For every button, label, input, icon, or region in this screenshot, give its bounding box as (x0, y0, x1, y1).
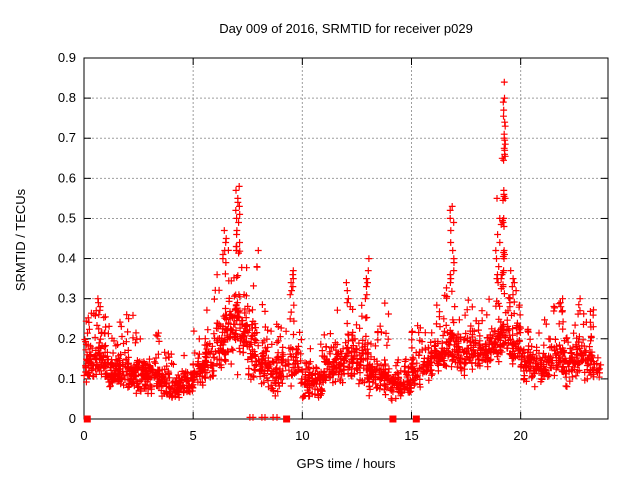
y-tick-label: 0.6 (58, 170, 76, 185)
y-tick-label: 0.3 (58, 291, 76, 306)
y-tick-label: 0.2 (58, 331, 76, 346)
zero-marker-square (83, 415, 91, 423)
x-axis-label: GPS time / hours (297, 456, 396, 471)
y-tick-label: 0 (69, 411, 76, 426)
x-tick-label: 20 (513, 428, 527, 443)
y-axis-label: SRMTID / TECUs (13, 188, 28, 291)
chart-title: Day 009 of 2016, SRMTID for receiver p02… (219, 21, 473, 36)
zero-marker-square (283, 415, 291, 423)
y-tick-label: 0.9 (58, 50, 76, 65)
y-tick-label: 0.1 (58, 371, 76, 386)
x-tick-label: 0 (80, 428, 87, 443)
zero-marker-square (389, 415, 397, 423)
y-tick-label: 0.7 (58, 130, 76, 145)
y-tick-label: 0.4 (58, 251, 76, 266)
plot-border (83, 57, 609, 420)
x-tick-label: 10 (295, 428, 309, 443)
tick-labels: 0 5 10 15 20 0 0.1 0.2 0.3 0.4 0.5 0.6 0.7 0.8 0.9 (58, 50, 528, 443)
scatter-points (80, 78, 605, 421)
y-tick-label: 0.8 (58, 90, 76, 105)
data-points (80, 78, 605, 423)
zero-marker-square (412, 415, 420, 423)
x-tick-label: 15 (404, 428, 418, 443)
y-tick-label: 0.5 (58, 210, 76, 225)
x-tick-label: 5 (190, 428, 197, 443)
